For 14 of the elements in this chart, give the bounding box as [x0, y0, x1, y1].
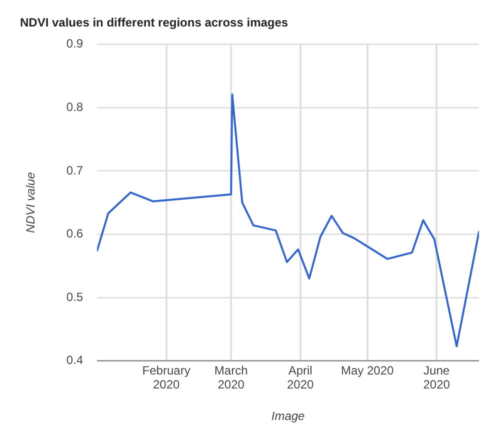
y-tick-label: 0.8	[66, 100, 84, 114]
x-tick-label: March 2020	[214, 363, 248, 392]
x-tick-label: April 2020	[286, 363, 314, 392]
y-tick-label: 0.5	[66, 290, 84, 304]
y-tick-label: 0.7	[66, 163, 84, 178]
x-tick-label: May 2020	[340, 363, 394, 378]
y-tick-label: 0.4	[66, 353, 84, 368]
y-tick-label: 0.9	[66, 36, 84, 51]
x-tick-label: February 2020	[142, 363, 190, 392]
x-tick-label: June 2020	[423, 363, 450, 392]
y-axis-title: NDVI value	[24, 172, 38, 233]
chart-title: NDVI values in different regions across images	[20, 16, 288, 30]
x-axis-title: Image	[271, 409, 306, 424]
y-tick-label: 0.6	[66, 226, 84, 241]
